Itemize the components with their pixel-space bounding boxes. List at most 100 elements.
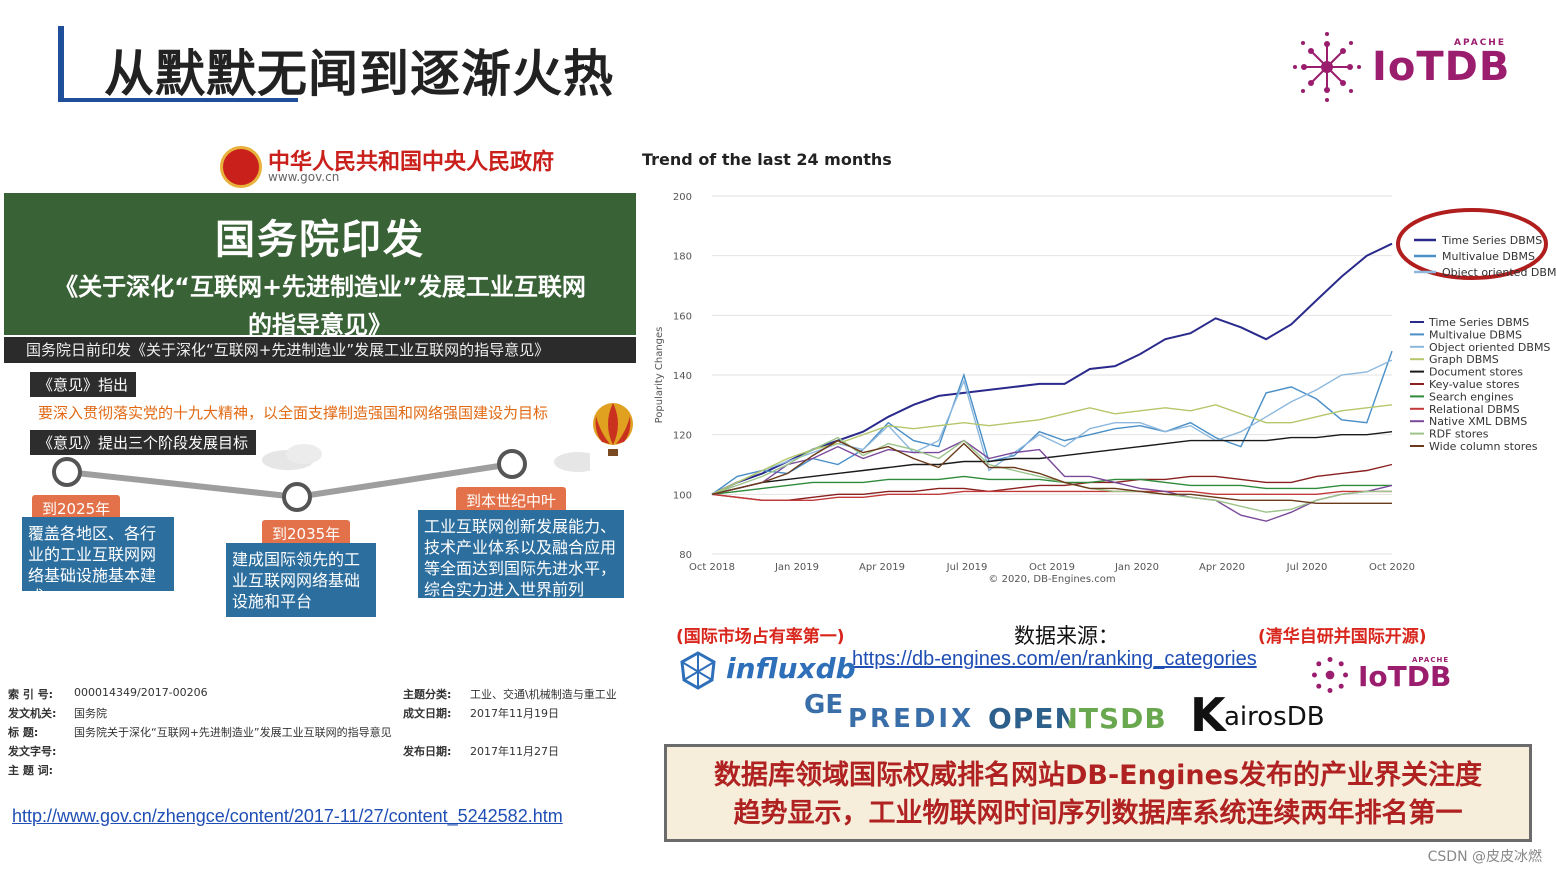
goal-statement: 要深入贯彻落实党的十九大精神，以全面支撑制造强国和网络强国建设为目标 — [38, 404, 549, 422]
y-tick-label: 80 — [679, 550, 692, 561]
popularity-trend-chart: 80 100 120 140 160 180 200 Oct 2018 Jan 2019 Apr … — [654, 192, 1556, 585]
subheadline-line1: 《关于深化“互联网+先进制造业”发展工业互联网 — [54, 273, 586, 301]
zoom-legend-entry: Object oriented DBMS — [1442, 266, 1556, 279]
stage-card-3: 工业互联网创新发展能力、技术产业体系以及融合应用等全面达到国际先进水平，综合实力… — [418, 510, 624, 599]
y-axis-label: Popularity Changes — [654, 327, 665, 424]
kairosdb-text: airosDB — [1224, 702, 1325, 732]
iotdb-small-text: IoTDB — [1358, 660, 1452, 693]
y-tick-label: 180 — [673, 252, 692, 263]
influxdb-text: influxdb — [726, 652, 856, 685]
meta-title-value: 国务院关于深化“互联网+先进制造业”发展工业互联网的指导意见 — [74, 726, 392, 739]
iotdb-small-burst-icon — [1311, 656, 1349, 694]
stage-card-1: 覆盖各地区、各行业的工业互联网网络基础设施基本建成 — [22, 517, 174, 606]
csdn-watermark: CSDN @皮皮冰燃 — [1427, 849, 1542, 865]
series-line — [711, 242, 1393, 496]
meta-keywords-label: 主 题 词: — [8, 764, 54, 777]
subheadline-line2: 的指导意见》 — [248, 311, 392, 339]
highlight-ellipse — [1396, 208, 1548, 280]
meta-index-value: 000014349/2017-00206 — [74, 686, 208, 699]
x-tick-label: Apr 2020 — [1199, 562, 1245, 573]
slide-title: 从默默无闻到逐渐火热 — [104, 45, 614, 103]
x-tick-label: Jul 2019 — [946, 562, 988, 573]
y-tick-label: 200 — [673, 192, 692, 203]
headline: 国务院印发 — [215, 217, 425, 263]
gov-site-url: www.gov.cn — [268, 170, 340, 184]
meta-issuer-value: 国务院 — [74, 707, 107, 720]
x-tick-label: Jan 2020 — [1114, 562, 1159, 573]
legend-entry: Graph DBMS — [1429, 353, 1499, 366]
iotdb-burst-icon — [1293, 32, 1361, 102]
influxdb-cube-icon — [680, 651, 716, 690]
influxdb-logo: influxdb — [678, 650, 856, 692]
meta-topic-label: 主题分类: — [403, 688, 452, 701]
summary-line1: 数据库领域国际权威排名网站DB-Engines发布的产业界关注度 — [713, 760, 1483, 791]
meta-date-value: 2017年11月19日 — [470, 707, 559, 720]
timeline — [52, 444, 590, 512]
x-tick-label: Apr 2019 — [859, 562, 905, 573]
headline-banner: 国务院印发 《关于深化“互联网+先进制造业”发展工业互联网 的指导意见》 — [4, 193, 636, 339]
meta-date-label: 成文日期: — [403, 707, 452, 720]
summary-box: 数据库领域国际权威排名网站DB-Engines发布的产业界关注度 趋势显示，工业… — [664, 744, 1532, 842]
series-line — [711, 490, 1392, 501]
legend-entry: Object oriented DBMS — [1429, 341, 1550, 354]
opentsdb-text: OPENTSDB — [988, 702, 1167, 735]
stage-card-2: 建成国际领先的工业互联网网络基础设施和平台 — [226, 543, 376, 617]
kairosdb-logo: K airosDB — [1190, 688, 1330, 742]
legend-entry: Wide column stores — [1429, 440, 1538, 453]
opinion-tag-2: 《意见》提出三个阶段发展目标 — [30, 430, 257, 455]
predix-logo: PREDIX — [848, 704, 975, 734]
series-line — [711, 475, 1392, 495]
gov-source-link[interactable]: http://www.gov.cn/zhengce/content/2017-1… — [12, 806, 563, 826]
summary-line2: 趋势显示，工业物联网时间序列数据库系统连续两年排名第一 — [733, 798, 1463, 829]
series-line — [711, 404, 1393, 495]
legend-entry: Native XML DBMS — [1429, 415, 1527, 428]
x-tick-label: Oct 2019 — [1029, 562, 1075, 573]
source-label: 数据来源： — [1014, 624, 1119, 648]
series-line — [711, 439, 1393, 522]
gov-site-name: 中华人民共和国中央人民政府 — [268, 150, 555, 175]
national-emblem-icon — [220, 146, 262, 188]
meta-pubdate-value: 2017年11月27日 — [470, 745, 559, 758]
kairosdb-k: K — [1190, 688, 1226, 742]
iotdb-note: (清华自研并国际开源) — [1258, 627, 1427, 647]
meta-index-label: 索 引 号: — [8, 688, 54, 701]
legend-entry: RDF stores — [1429, 428, 1489, 441]
series-line — [711, 431, 1393, 495]
zoom-legend-entry: Time Series DBMS — [1441, 234, 1542, 247]
legend-entry: Search engines — [1429, 390, 1514, 403]
cloud-icon — [262, 444, 590, 472]
x-tick-label: Oct 2018 — [689, 562, 735, 573]
legend-entry: Key-value stores — [1429, 378, 1520, 391]
x-tick-label: Oct 2020 — [1369, 562, 1415, 573]
series-line — [711, 463, 1393, 501]
chart-title: Trend of the last 24 months — [642, 150, 892, 169]
opinion-tag-1: 《意见》指出 — [30, 372, 137, 397]
gov-header: 中华人民共和国中央人民政府 www.gov.cn — [220, 142, 640, 188]
title-accent-bar — [58, 26, 64, 102]
iotdb-logo-text: IoTDB — [1372, 44, 1511, 90]
hot-air-balloon-icon — [593, 403, 633, 456]
stage-year-3: 到本世纪中叶 — [456, 487, 567, 514]
y-tick-label: 140 — [673, 371, 692, 382]
influx-note: (国际市场占有率第一) — [676, 627, 845, 647]
legend-entry: Document stores — [1429, 366, 1523, 379]
meta-issuer-label: 发文机关: — [8, 707, 57, 720]
meta-pubdate-label: 发布日期: — [403, 745, 452, 758]
meta-docno-label: 发文字号: — [8, 745, 57, 758]
legend-entry: Multivalue DBMS — [1429, 328, 1522, 341]
meta-topic-value: 工业、交通\机械制造与重工业 — [470, 688, 617, 701]
iotdb-logo: APACHE IoTDB — [1292, 30, 1522, 104]
series-line — [711, 436, 1392, 513]
db-engines-link[interactable]: https://db-engines.com/en/ranking_catego… — [852, 648, 1257, 670]
x-tick-label: Jul 2020 — [1286, 562, 1328, 573]
iotdb-apache-label: APACHE — [1454, 38, 1506, 48]
opentsdb-logo: OPENTSDB — [988, 702, 1167, 735]
y-tick-label: 100 — [673, 490, 692, 501]
document-metadata: 索 引 号: 000014349/2017-00206 主题分类: 工业、交通\… — [8, 686, 638, 782]
iotdb-small-apache: APACHE — [1412, 656, 1450, 664]
iotdb-small-logo: APACHE IoTDB — [1308, 652, 1458, 702]
series-line — [711, 359, 1393, 495]
title-underline — [58, 98, 298, 102]
ge-logo: GE — [804, 690, 844, 720]
zoom-legend-entry: Multivalue DBMS — [1442, 250, 1535, 263]
